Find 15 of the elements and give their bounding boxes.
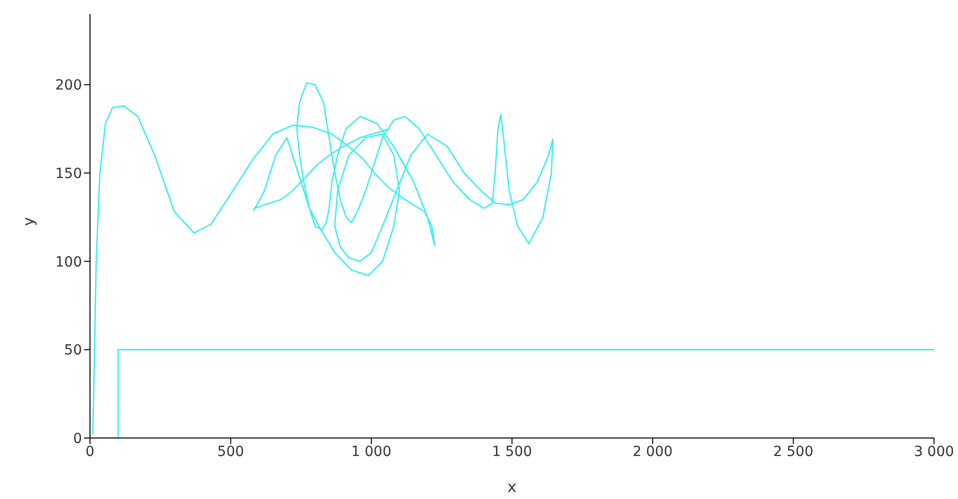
x-tick-label: 0 bbox=[86, 444, 94, 460]
y-tick-label: 200 bbox=[55, 78, 82, 94]
y-axis-title: y bbox=[19, 217, 38, 226]
line-series bbox=[92, 82, 554, 436]
x-tick-label: 1 000 bbox=[351, 444, 392, 460]
y-tick-label: 50 bbox=[64, 342, 82, 359]
x-tick-label: 2 500 bbox=[773, 444, 814, 460]
y-tick-label: 150 bbox=[55, 166, 82, 182]
x-tick-label: 500 bbox=[217, 444, 244, 460]
y-tick-label: 100 bbox=[55, 254, 82, 270]
x-tick-label: 2 000 bbox=[632, 444, 673, 460]
x-tick-label: 3 000 bbox=[914, 444, 954, 460]
x-tick-label: 1 500 bbox=[492, 444, 532, 460]
y-tick-label: 0 bbox=[73, 430, 82, 447]
x-axis-title: x bbox=[508, 478, 517, 496]
